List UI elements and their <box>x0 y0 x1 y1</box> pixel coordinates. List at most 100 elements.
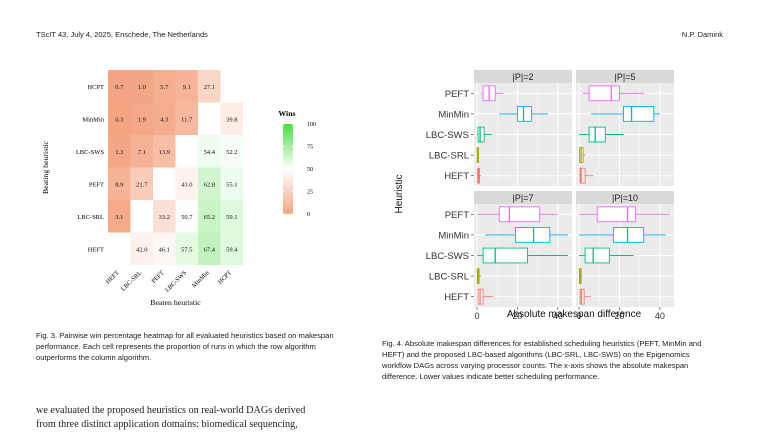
heatmap-cell-value: 52.2 <box>226 149 237 156</box>
box <box>612 227 645 243</box>
heatmap-row-label: MinMin <box>82 116 104 123</box>
box <box>584 247 610 264</box>
heatmap-cell <box>153 70 176 103</box>
heatmap-figure: 0.7 1.0 5.7 9.1 27.1 0.3 1.9 4.3 11.7 39.8 1.3 7.1 1… <box>41 70 316 307</box>
legend-tick-label: 0 <box>307 212 310 218</box>
heatmap-row-label: LBC-SRL <box>77 214 104 221</box>
boxplot-x-tick-label: 40 <box>655 311 665 321</box>
heatmap-cell-value: 27.1 <box>204 84 215 91</box>
body-text-line-1: we evaluated the proposed heuristics on … <box>36 405 306 416</box>
heatmap-cell <box>198 70 221 103</box>
heatmap-x-axis-title: Beaten heuristic <box>150 298 201 307</box>
boxplot-y-tick-label: HEFT <box>444 292 469 303</box>
heatmap-cell-value: 65.2 <box>204 214 215 221</box>
heatmap-cell <box>220 232 243 265</box>
heatmap-row-label: HCPT <box>87 84 104 91</box>
box <box>596 206 637 223</box>
heatmap-cell-value: 33.2 <box>159 214 170 221</box>
heatmap-cell-value: 50.7 <box>181 214 193 221</box>
legend-tick-label: 25 <box>307 190 313 196</box>
heatmap-col-label: MinMin <box>191 269 211 289</box>
boxplot-x-tick-label: 20 <box>512 311 522 321</box>
heatmap-cell-value: 1.3 <box>115 149 123 156</box>
boxplot-y-tick-label: LBC-SRL <box>429 272 469 283</box>
heatmap-cell <box>220 102 243 135</box>
facet-strip <box>576 70 674 83</box>
heatmap-cell <box>153 232 176 265</box>
legend-tick-label: 75 <box>307 145 313 151</box>
boxplot-y-tick-label: LBC-SWS <box>426 130 469 141</box>
heatmap-cell-value: 55.1 <box>226 181 237 188</box>
facet-strip-label: |P|=2 <box>513 72 534 82</box>
box <box>516 106 533 122</box>
box <box>514 227 551 243</box>
boxplot-y-axis-title: Heuristic <box>394 175 405 214</box>
heatmap-cell-value: 62.8 <box>204 181 215 188</box>
boxplot-y-tick-label: PEFT <box>445 89 469 100</box>
facet-panel: |P|=7 0 20 40 <box>474 191 572 321</box>
heatmap-col-label: LBC-SWS <box>164 269 189 294</box>
heatmap-cell-value: 9.1 <box>183 84 191 91</box>
running-header-left: TScIT 43, July 4, 2025, Enschede, The Ne… <box>36 30 208 39</box>
heatmap-cell <box>175 232 198 265</box>
facet-strip-label: |P|=10 <box>612 193 638 203</box>
box <box>579 167 586 184</box>
heatmap-cell-value: 21.7 <box>136 181 148 188</box>
heatmap-cell-value: 42.0 <box>136 246 147 253</box>
boxplot-y-tick-label: LBC-SWS <box>426 251 469 262</box>
heatmap-cell-value: 11.7 <box>181 116 193 123</box>
facet-strip-label: |P|=7 <box>513 193 534 203</box>
facet-strip <box>576 191 674 204</box>
heatmap-cell <box>108 70 131 103</box>
boxplot-y-tick-label: MinMin <box>438 109 469 120</box>
heatmap-cell-value: 43.0 <box>181 181 192 188</box>
heatmap-cell-value: 13.9 <box>159 149 170 156</box>
boxplot-y-tick-label: MinMin <box>438 230 469 241</box>
heatmap-cell-value: 67.4 <box>204 246 216 253</box>
facet-panel: |P|=2 <box>474 70 572 186</box>
heatmap-col-label: PEFT <box>150 269 165 284</box>
heatmap-cell <box>198 232 221 265</box>
heatmap-cell-value: 5.7 <box>160 84 169 91</box>
boxplot-x-tick-label: 20 <box>614 311 624 321</box>
boxplot-y-tick-label: LBC-SRL <box>429 151 469 162</box>
heatmap-cell-value: 3.1 <box>115 214 123 221</box>
heatmap-cell <box>108 135 131 168</box>
heatmap-cell <box>130 167 153 200</box>
facet-panel: |P|=5 <box>576 70 674 186</box>
heatmap-col-label: HCPT <box>217 269 233 285</box>
heatmap-cell <box>153 200 176 233</box>
heatmap-cell-value: 1.0 <box>138 84 146 91</box>
boxplot-x-tick-label: 0 <box>475 311 480 321</box>
boxplot-figure: |P|=2 PEFT MinMin LBC-SWS LBC-SRL HEFT |P|=5 |P… <box>394 70 674 321</box>
legend-title: Wins <box>278 109 295 118</box>
boxplot-x-tick-label: 40 <box>553 311 563 321</box>
heatmap-row-label: PEFT <box>89 181 104 188</box>
facet-strip-label: |P|=5 <box>615 72 636 82</box>
heatmap-cell <box>198 167 221 200</box>
running-header-right: N.P. Damink <box>681 30 723 39</box>
heatmap-cell-value: 1.9 <box>138 116 146 123</box>
heatmap-cell <box>130 70 153 103</box>
heatmap-cell-value: 46.1 <box>159 246 170 253</box>
facet-panel: |P|=10 0 20 40 <box>576 191 674 321</box>
heatmap-col-label: HEFT <box>105 269 121 285</box>
heatmap-cell-value: 8.9 <box>115 181 123 188</box>
box <box>588 85 620 102</box>
heatmap-cell <box>198 200 221 233</box>
heatmap-cell <box>220 167 243 200</box>
figure-3-caption: Fig. 3. Pairwise win percentage heatmap … <box>36 331 334 362</box>
heatmap-cell <box>130 102 153 135</box>
heatmap-cell <box>175 167 198 200</box>
heatmap-cell <box>175 200 198 233</box>
heatmap-cell-value: 7.1 <box>138 149 146 156</box>
heatmap-cell <box>198 135 221 168</box>
legend-tick-label: 50 <box>307 167 313 173</box>
heatmap-cell-value: 59.1 <box>226 214 237 221</box>
heatmap-y-axis-title: Beating heuristic <box>41 140 50 194</box>
heatmap-cell-value: 59.4 <box>226 246 238 253</box>
heatmap-cell <box>175 102 198 135</box>
heatmap-cell-value: 0.3 <box>115 116 123 123</box>
heatmap-cell <box>130 135 153 168</box>
box <box>477 126 485 143</box>
